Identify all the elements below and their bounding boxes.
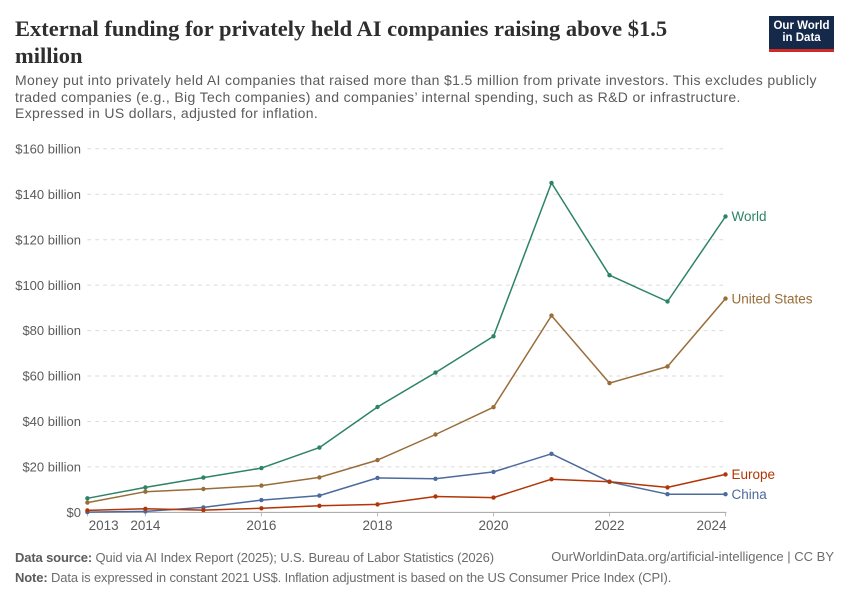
svg-text:2024: 2024 (696, 518, 727, 533)
svg-text:$0: $0 (67, 505, 81, 520)
svg-text:World: World (732, 209, 767, 224)
svg-text:United States: United States (732, 291, 813, 306)
svg-text:2018: 2018 (362, 518, 392, 533)
svg-text:2014: 2014 (130, 518, 161, 533)
svg-text:2022: 2022 (594, 518, 624, 533)
svg-text:2020: 2020 (478, 518, 508, 533)
svg-text:$40 billion: $40 billion (22, 414, 81, 429)
svg-text:$20 billion: $20 billion (22, 460, 81, 475)
svg-text:$60 billion: $60 billion (22, 369, 81, 384)
svg-text:Europe: Europe (732, 467, 776, 482)
svg-text:$80 billion: $80 billion (22, 323, 81, 338)
svg-text:$120 billion: $120 billion (15, 232, 81, 247)
svg-text:$160 billion: $160 billion (15, 141, 81, 156)
svg-text:China: China (732, 487, 768, 502)
svg-text:$100 billion: $100 billion (15, 278, 81, 293)
svg-text:2013: 2013 (89, 518, 119, 533)
svg-text:2016: 2016 (246, 518, 276, 533)
svg-text:$140 billion: $140 billion (15, 187, 81, 202)
